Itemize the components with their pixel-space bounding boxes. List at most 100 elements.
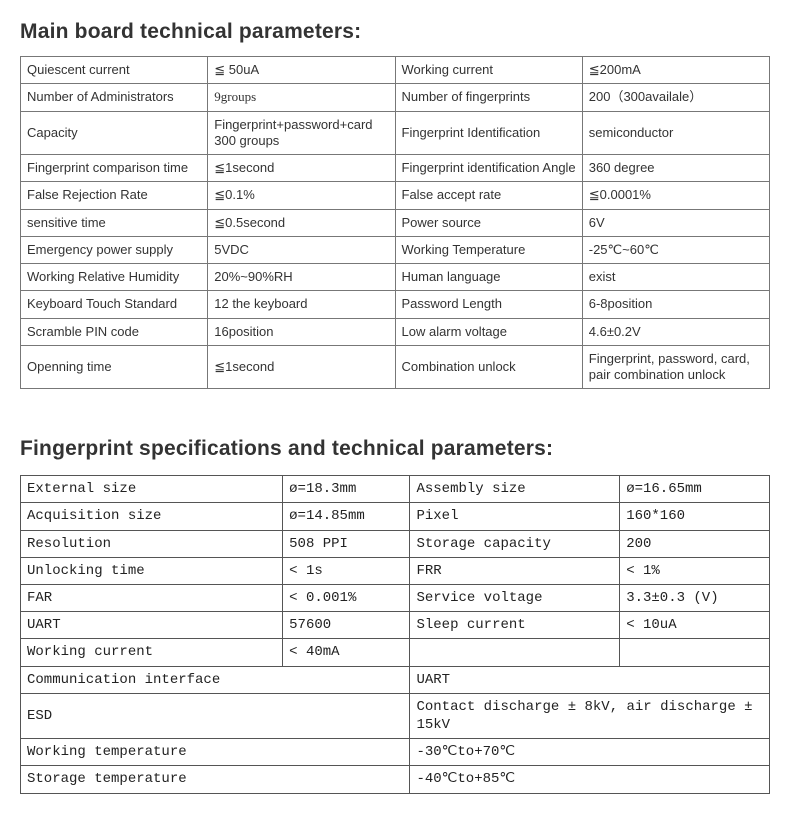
cell: < 1s [283,557,410,584]
cell: 6V [582,209,769,236]
cell: 360 degree [582,155,769,182]
cell: Acquisition size [21,503,283,530]
cell: ≦0.0001% [582,182,769,209]
cell: Capacity [21,111,208,155]
cell: Contact discharge ± 8kV, air discharge ±… [410,693,770,738]
cell: FAR [21,585,283,612]
cell: Openning time [21,345,208,389]
cell: exist [582,264,769,291]
cell: < 0.001% [283,585,410,612]
cell: 9groups [208,84,395,111]
cell: FRR [410,557,620,584]
table-row: Keyboard Touch Standard12 the keyboardPa… [21,291,770,318]
cell: Keyboard Touch Standard [21,291,208,318]
cell: Storage capacity [410,530,620,557]
cell: Service voltage [410,585,620,612]
table-row: FAR< 0.001%Service voltage3.3±0.3 (V) [21,585,770,612]
table-row: Quiescent current≦ 50uAWorking current≦2… [21,57,770,84]
cell: Number of fingerprints [395,84,582,111]
cell: Communication interface [21,666,410,693]
table-row: Fingerprint comparison time≦1secondFinge… [21,155,770,182]
fingerprint-spec-table: External sizeø=18.3mmAssembly sizeø=16.6… [20,475,770,793]
cell: Emergency power supply [21,236,208,263]
table-row: CapacityFingerprint+password+card 300 gr… [21,111,770,155]
cell: ≦0.1% [208,182,395,209]
cell: 160*160 [620,503,770,530]
cell: External size [21,476,283,503]
cell: ESD [21,693,410,738]
cell: sensitive time [21,209,208,236]
cell: ≦0.5second [208,209,395,236]
table-row: UART57600Sleep current< 10uA [21,612,770,639]
cell: Sleep current [410,612,620,639]
table-row: Resolution508 PPIStorage capacity200 [21,530,770,557]
cell: False accept rate [395,182,582,209]
section1-title: Main board technical parameters: [20,20,770,44]
cell: 200 [620,530,770,557]
cell: ø=14.85mm [283,503,410,530]
cell: ≦1second [208,155,395,182]
cell: Working temperature [21,739,410,766]
cell [410,639,620,666]
table-row: Communication interfaceUART [21,666,770,693]
table-row: Number of Administrators9groupsNumber of… [21,84,770,111]
cell: 16position [208,318,395,345]
main-board-table: Quiescent current≦ 50uAWorking current≦2… [20,56,770,389]
cell: 6-8position [582,291,769,318]
cell: Working Temperature [395,236,582,263]
cell: 3.3±0.3 (V) [620,585,770,612]
cell: Assembly size [410,476,620,503]
cell: < 10uA [620,612,770,639]
table-row: Working Relative Humidity20%~90%RHHuman … [21,264,770,291]
cell: Scramble PIN code [21,318,208,345]
cell: Fingerprint, password, card, pair combin… [582,345,769,389]
cell: Pixel [410,503,620,530]
cell: Quiescent current [21,57,208,84]
cell: Working Relative Humidity [21,264,208,291]
cell: Fingerprint+password+card 300 groups [208,111,395,155]
cell: < 1% [620,557,770,584]
cell: ≦1second [208,345,395,389]
table-row: Working current< 40mA [21,639,770,666]
cell: Storage temperature [21,766,410,793]
cell: Human language [395,264,582,291]
cell: Number of Administrators [21,84,208,111]
cell: semiconductor [582,111,769,155]
cell: Password Length [395,291,582,318]
cell: 20%~90%RH [208,264,395,291]
table-row: ESDContact discharge ± 8kV, air discharg… [21,693,770,738]
table-row: Emergency power supply5VDCWorking Temper… [21,236,770,263]
table-row: False Rejection Rate≦0.1%False accept ra… [21,182,770,209]
cell: Resolution [21,530,283,557]
cell: ≦ 50uA [208,57,395,84]
cell: Power source [395,209,582,236]
table-row: Scramble PIN code16positionLow alarm vol… [21,318,770,345]
cell: Unlocking time [21,557,283,584]
table-row: External sizeø=18.3mmAssembly sizeø=16.6… [21,476,770,503]
cell: 200（300availale） [582,84,769,111]
table-row: sensitive time≦0.5secondPower source6V [21,209,770,236]
cell: Working current [21,639,283,666]
cell [620,639,770,666]
cell: 508 PPI [283,530,410,557]
cell: Fingerprint comparison time [21,155,208,182]
cell: ≦200mA [582,57,769,84]
cell: UART [410,666,770,693]
cell: Combination unlock [395,345,582,389]
cell: 4.6±0.2V [582,318,769,345]
cell: ø=16.65mm [620,476,770,503]
cell: UART [21,612,283,639]
table-row: Working temperature-30℃to+70℃ [21,739,770,766]
cell: 57600 [283,612,410,639]
cell: < 40mA [283,639,410,666]
table-row: Storage temperature-40℃to+85℃ [21,766,770,793]
cell: Low alarm voltage [395,318,582,345]
cell: ø=18.3mm [283,476,410,503]
cell: -40℃to+85℃ [410,766,770,793]
cell: -30℃to+70℃ [410,739,770,766]
table-row: Openning time≦1secondCombination unlockF… [21,345,770,389]
cell: Fingerprint Identification [395,111,582,155]
table-row: Unlocking time< 1sFRR< 1% [21,557,770,584]
table-row: Acquisition sizeø=14.85mmPixel160*160 [21,503,770,530]
section2-title: Fingerprint specifications and technical… [20,437,770,461]
